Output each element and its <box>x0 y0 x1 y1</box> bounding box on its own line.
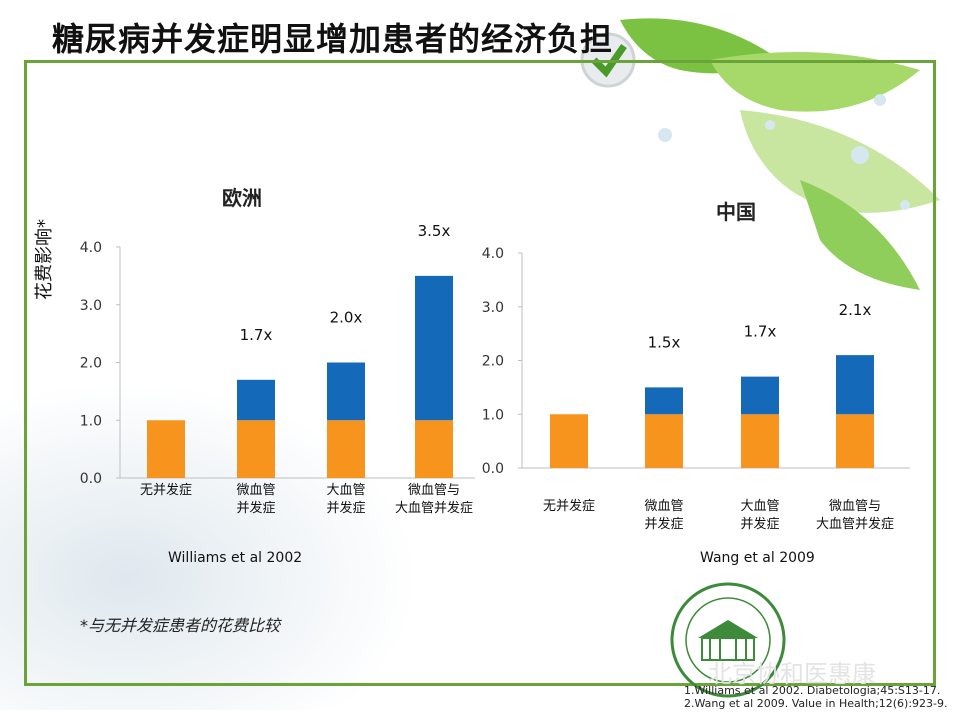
china-y-tick-label: 4.0 <box>482 246 504 262</box>
europe-data-label: 1.7x <box>240 326 273 344</box>
watermark: 北京协和医惠康 <box>708 660 876 688</box>
references: 1.Williams et al 2002. Diabetologia;45:S… <box>684 684 948 710</box>
china-bar-excess <box>645 387 683 415</box>
slide-title: 糖尿病并发症明显增加患者的经济负担 <box>52 20 614 58</box>
europe-data-label: 3.5x <box>418 222 451 240</box>
china-bar-base <box>550 414 588 468</box>
europe-category-label: 并发症 <box>236 500 275 516</box>
china-data-label: 1.5x <box>648 333 681 351</box>
china-category-label: 微血管与 <box>829 499 881 514</box>
europe-y-tick-label: 0.0 <box>80 471 102 487</box>
china-y-tick-label: 2.0 <box>482 354 504 370</box>
leaf-decoration <box>580 18 940 290</box>
europe-y-tick-label: 2.0 <box>80 356 102 372</box>
china-bar-base <box>645 414 683 468</box>
china-category-label: 大血管 <box>740 499 779 514</box>
china-data-label: 2.1x <box>839 301 872 319</box>
china-bar-excess <box>836 355 874 415</box>
europe-bar-excess <box>237 379 275 421</box>
europe-bar-excess <box>415 275 453 421</box>
china-source: Wang et al 2009 <box>700 550 815 566</box>
china-bar-base <box>741 414 779 468</box>
china-y-tick-label: 0.0 <box>482 461 504 477</box>
europe-source: Williams et al 2002 <box>168 550 303 566</box>
europe-category-label: 并发症 <box>326 500 365 516</box>
europe-bar-base <box>147 420 185 478</box>
footnote: *与无并发症患者的花费比较 <box>80 616 281 635</box>
europe-y-tick-label: 1.0 <box>80 413 102 429</box>
china-bar-excess <box>741 376 779 415</box>
china-y-tick-label: 3.0 <box>482 300 504 316</box>
europe-bar-base <box>237 420 275 478</box>
europe-data-label: 2.0x <box>330 309 363 327</box>
china-data-label: 1.7x <box>744 323 777 341</box>
china-y-tick-label: 1.0 <box>482 407 504 423</box>
reference-2: 2.Wang et al 2009. Value in Health;12(6)… <box>684 697 948 710</box>
europe-bar-base <box>327 420 365 478</box>
europe-category-label: 无并发症 <box>140 482 192 498</box>
europe-category-label: 微血管 <box>236 483 275 498</box>
china-bar-base <box>836 414 874 468</box>
china-category-label: 并发症 <box>740 516 779 532</box>
europe-chart-title: 欧洲 <box>222 186 262 210</box>
europe-y-tick-label: 3.0 <box>80 298 102 314</box>
europe-category-label: 微血管与 <box>408 483 460 498</box>
europe-category-label: 大血管 <box>326 483 365 498</box>
europe-bar-excess <box>327 362 365 421</box>
china-category-label: 大血管并发症 <box>816 516 894 532</box>
china-chart-title: 中国 <box>716 200 756 224</box>
reference-1: 1.Williams et al 2002. Diabetologia;45:S… <box>684 684 941 697</box>
europe-y-tick-label: 4.0 <box>80 240 102 256</box>
europe-bar-base <box>415 420 453 478</box>
europe-category-label: 大血管并发症 <box>395 500 473 516</box>
slide-frame <box>24 60 936 686</box>
china-category-label: 微血管 <box>644 499 683 514</box>
china-category-label: 并发症 <box>644 516 683 532</box>
university-seal-logo <box>670 582 786 698</box>
china-category-label: 无并发症 <box>543 498 595 514</box>
